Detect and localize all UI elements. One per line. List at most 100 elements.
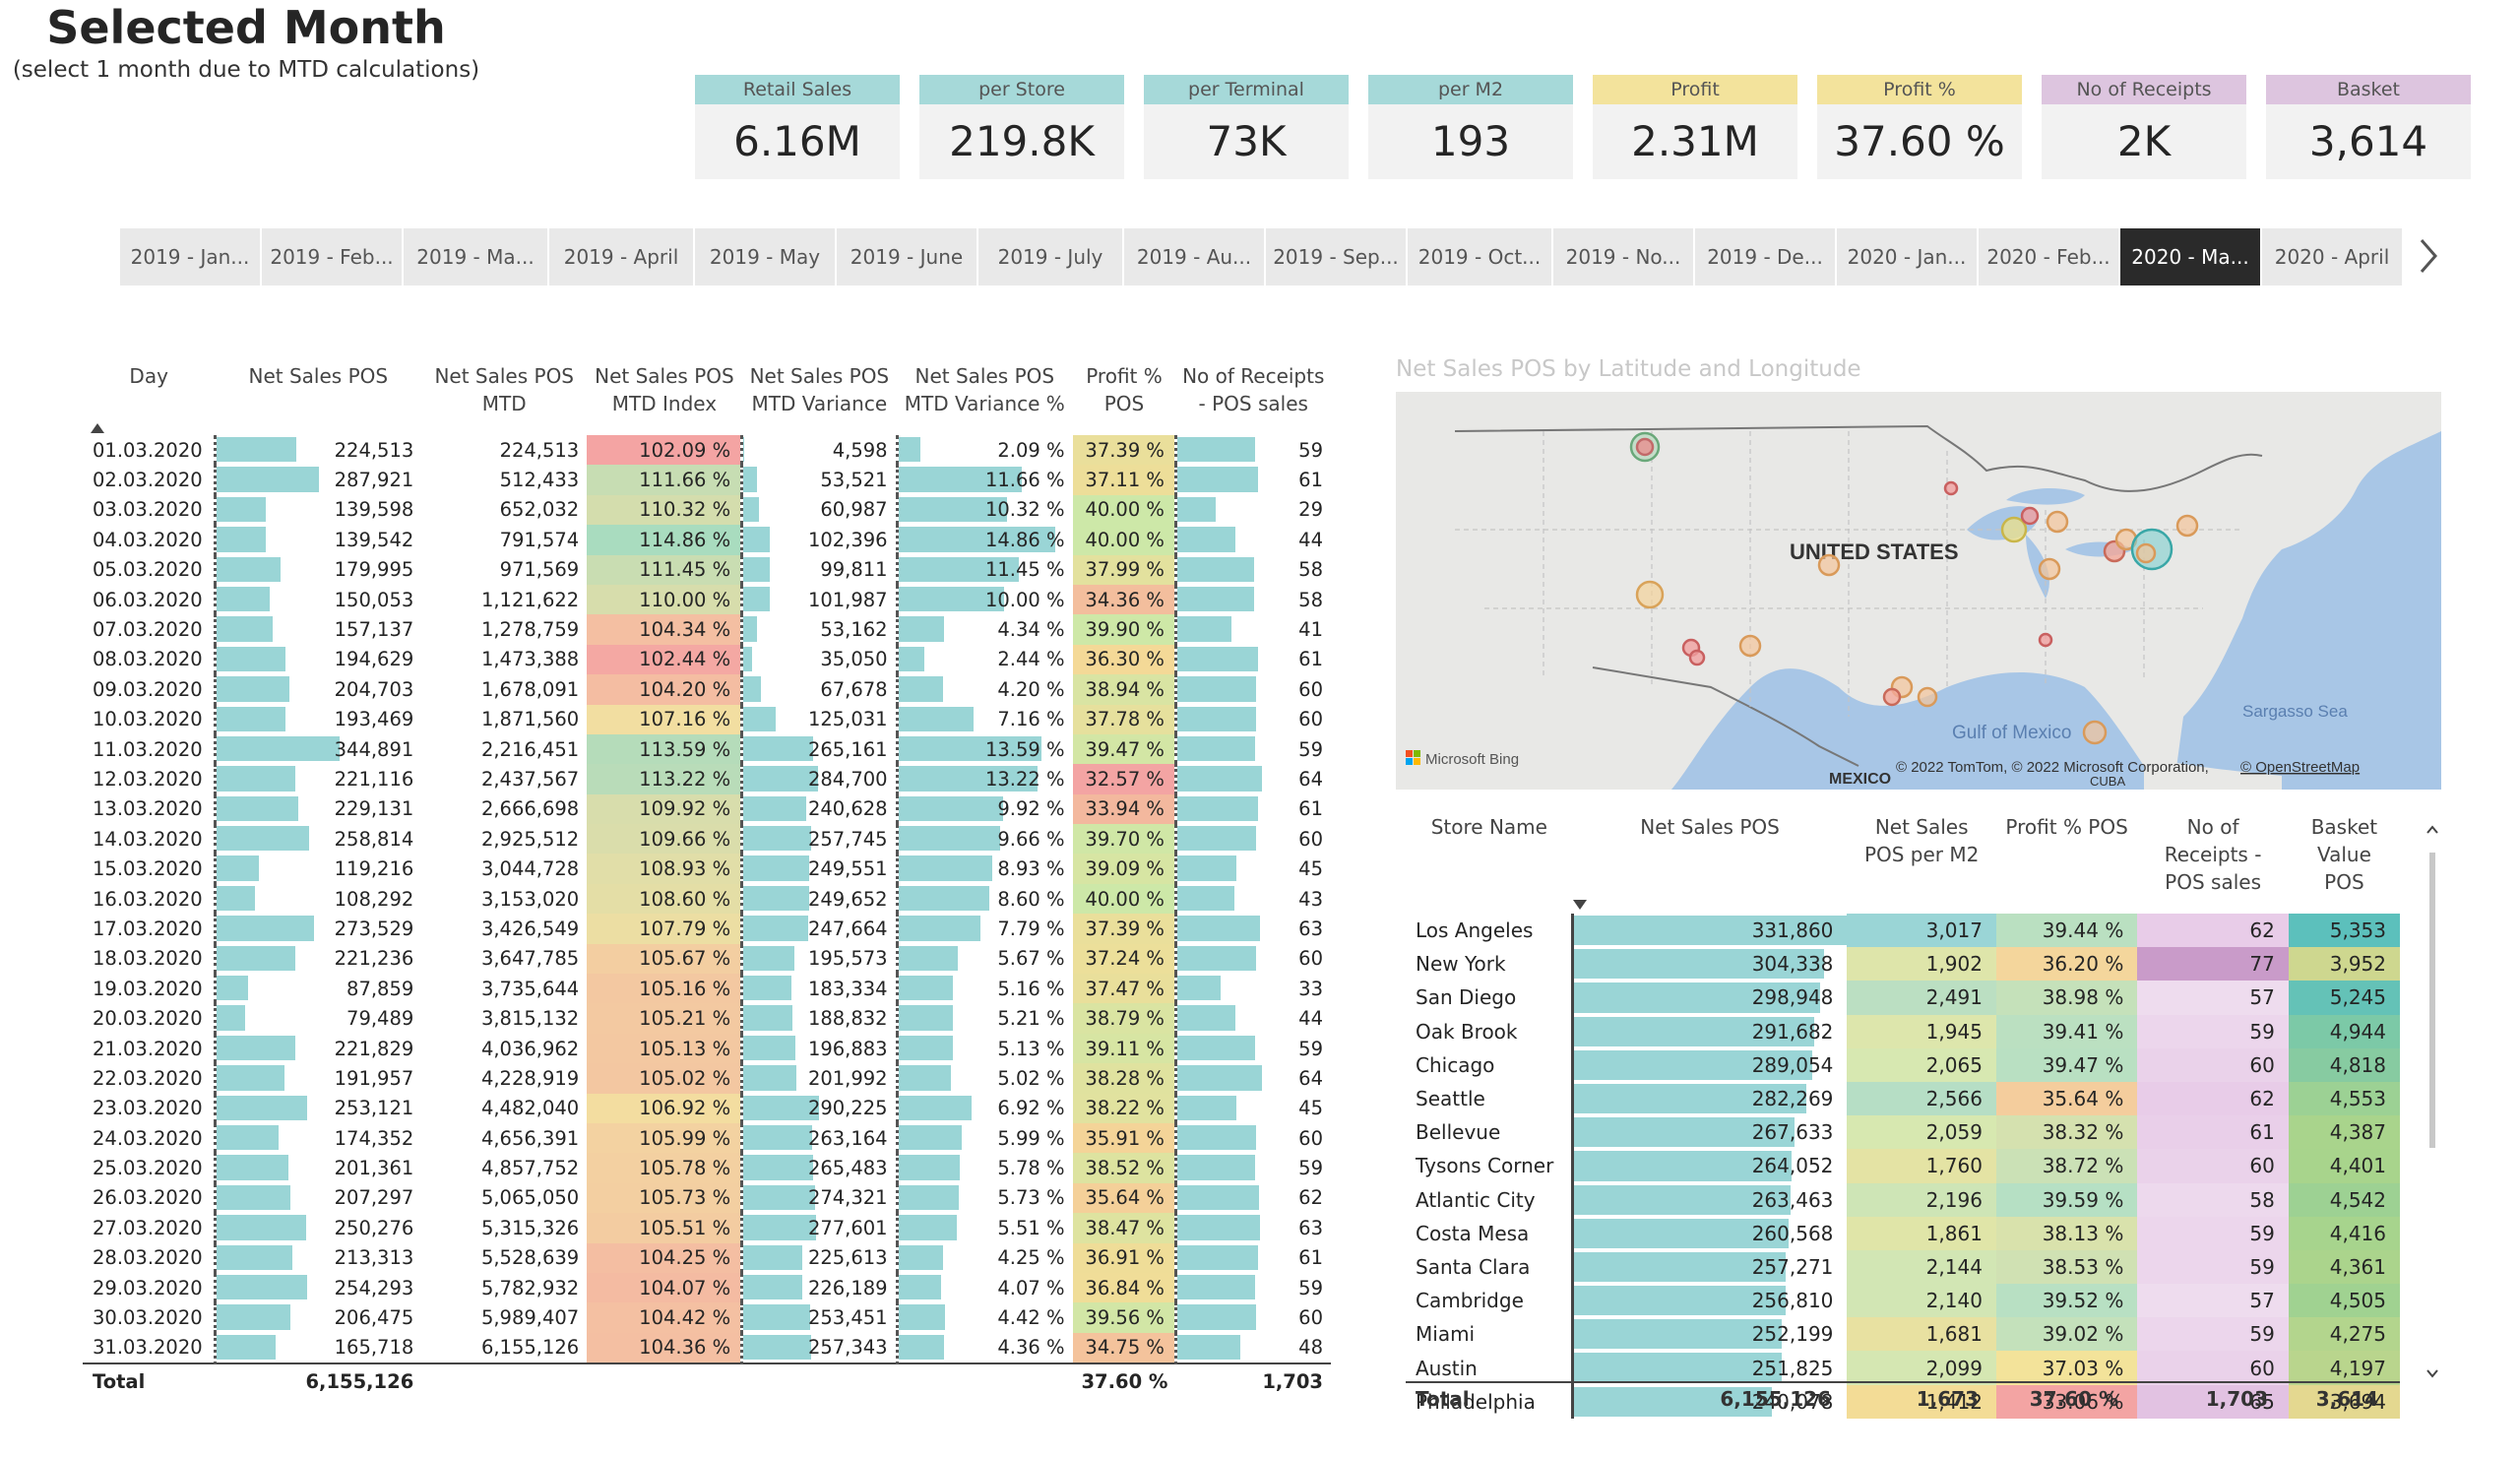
month-slicer-item[interactable]: 2019 - Feb...	[262, 228, 402, 285]
month-slicer-item[interactable]: 2019 - June	[837, 228, 976, 285]
month-slicer-item[interactable]: 2019 - Sep...	[1266, 228, 1406, 285]
table-row[interactable]: 26.03.2020 207,297 5,065,050 105.73 % 274,32…	[83, 1182, 1331, 1214]
table-row[interactable]: Atlantic City 263,463 2,196 39.59 % 58 4,542	[1406, 1182, 2400, 1217]
table-row[interactable]: 17.03.2020 273,529 3,426,549 107.79 % 247,66…	[83, 914, 1331, 944]
table-row[interactable]: 16.03.2020 108,292 3,153,020 108.60 % 249,65…	[83, 883, 1331, 915]
table-row[interactable]: 08.03.2020 194,629 1,473,388 102.44 % 35,050…	[83, 644, 1331, 675]
month-slicer-item[interactable]: 2019 - July	[978, 228, 1122, 285]
column-header[interactable]: Net Sales POS MTD Variance %	[904, 364, 1065, 415]
table-row[interactable]: 13.03.2020 229,131 2,666,698 109.92 % 240,62…	[83, 793, 1331, 825]
column-header[interactable]: Net Sales POS MTD	[434, 364, 575, 415]
month-slicer-item[interactable]: 2019 - No...	[1553, 228, 1693, 285]
table-row[interactable]: Philadelphia 240,078 1,412 33.06 % 65 3,694	[1406, 1384, 2400, 1419]
month-slicer-item[interactable]: 2019 - Au...	[1124, 228, 1264, 285]
table-row[interactable]: 18.03.2020 221,236 3,647,785 105.67 % 195,57…	[83, 943, 1331, 975]
map-marker[interactable]	[2135, 542, 2157, 564]
table-row[interactable]: Cambridge 256,810 2,140 39.52 % 57 4,505	[1406, 1284, 2400, 1318]
month-slicer-item[interactable]: 2019 - May	[695, 228, 835, 285]
table-row[interactable]: 14.03.2020 258,814 2,925,512 109.66 % 257,74…	[83, 824, 1331, 855]
column-header[interactable]: No of Receipts - POS sales	[2164, 815, 2262, 894]
table-row[interactable]: Miami 252,199 1,681 39.02 % 59 4,275	[1406, 1317, 2400, 1352]
table-row[interactable]: San Diego 298,948 2,491 38.98 % 57 5,245	[1406, 981, 2400, 1015]
table-row[interactable]: 25.03.2020 201,361 4,857,752 105.78 % 265,48…	[83, 1153, 1331, 1183]
month-slicer-item[interactable]: 2019 - April	[549, 228, 693, 285]
column-header[interactable]: Net Sales POS per M2	[1863, 815, 1980, 866]
table-row[interactable]: 04.03.2020 139,542 791,574 114.86 % 102,396 1…	[83, 525, 1331, 555]
map-attribution-link[interactable]: © OpenStreetMap	[2240, 759, 2360, 776]
column-header[interactable]: No of Receipts - POS sales	[1182, 364, 1325, 415]
column-header[interactable]: Store Name	[1430, 815, 1547, 839]
table-row[interactable]: Tysons Corner 264,052 1,760 38.72 % 60 4,401	[1406, 1149, 2400, 1183]
month-slicer-item[interactable]: 2019 - De...	[1695, 228, 1835, 285]
column-header[interactable]: Net Sales POS MTD Variance	[749, 364, 890, 415]
column-header[interactable]: Profit % POS	[1086, 364, 1163, 415]
table-row[interactable]: 23.03.2020 253,121 4,482,040 106.92 % 290,22…	[83, 1093, 1331, 1123]
column-header[interactable]: Day	[129, 364, 168, 388]
table-row[interactable]: 29.03.2020 254,293 5,782,932 104.07 % 226,18…	[83, 1272, 1331, 1303]
store-table-scrollbar[interactable]	[2426, 823, 2439, 1382]
table-row[interactable]: 11.03.2020 344,891 2,216,451 113.59 % 265,16…	[83, 733, 1331, 765]
table-row[interactable]: 01.03.2020 224,513 224,513 102.09 % 4,598 2.0…	[83, 435, 1331, 466]
column-header[interactable]: Net Sales POS MTD Index	[595, 364, 734, 415]
table-row[interactable]: 12.03.2020 221,116 2,437,567 113.22 % 284,70…	[83, 764, 1331, 794]
map-marker[interactable]	[1917, 686, 1938, 708]
map-marker[interactable]	[2175, 514, 2199, 538]
column-header[interactable]: Basket Value POS	[2310, 815, 2378, 894]
map-marker[interactable]	[1738, 634, 1762, 658]
month-slicer-item[interactable]: 2020 - April	[2262, 228, 2402, 285]
table-row[interactable]: Oak Brook 291,682 1,945 39.41 % 59 4,944	[1406, 1014, 2400, 1048]
table-row[interactable]: 10.03.2020 193,469 1,871,560 107.16 % 125,03…	[83, 704, 1331, 734]
map-marker[interactable]	[1688, 649, 1706, 666]
table-row[interactable]: Seattle 282,269 2,566 35.64 % 62 4,553	[1406, 1081, 2400, 1116]
table-row[interactable]: 31.03.2020 165,718 6,155,126 104.36 % 257,34…	[83, 1332, 1331, 1364]
column-header[interactable]: Profit % POS	[2005, 815, 2128, 839]
table-row[interactable]: Austin 251,825 2,099 37.03 % 60 4,197	[1406, 1351, 2400, 1385]
map-marker[interactable]	[2020, 506, 2040, 526]
table-row[interactable]: 09.03.2020 204,703 1,678,091 104.20 % 67,678…	[83, 674, 1331, 705]
map-marker[interactable]	[1635, 437, 1655, 457]
map-marker[interactable]	[2038, 632, 2053, 648]
map-marker[interactable]	[2038, 557, 2061, 581]
table-row[interactable]: 15.03.2020 119,216 3,044,728 108.93 % 249,55…	[83, 854, 1331, 884]
table-row[interactable]: 02.03.2020 287,921 512,433 111.66 % 53,521 11…	[83, 465, 1331, 495]
map-marker[interactable]	[1817, 553, 1841, 577]
table-row[interactable]: 30.03.2020 206,475 5,989,407 104.42 % 253,45…	[83, 1302, 1331, 1333]
month-slicer-item[interactable]: 2019 - Ma...	[404, 228, 547, 285]
map-marker[interactable]	[2046, 510, 2069, 534]
month-slicer-item[interactable]: 2019 - Oct...	[1408, 228, 1551, 285]
table-row[interactable]: 03.03.2020 139,598 652,032 110.32 % 60,987 10…	[83, 494, 1331, 526]
sort-descending-icon[interactable]	[1573, 900, 1587, 910]
month-slicer-item[interactable]: 2020 - Feb...	[1979, 228, 2118, 285]
month-slicer-item[interactable]: 2020 - Jan...	[1837, 228, 1977, 285]
table-row[interactable]: 27.03.2020 250,276 5,315,326 105.51 % 277,60…	[83, 1213, 1331, 1243]
map-marker[interactable]	[1943, 480, 1959, 496]
table-row[interactable]: 22.03.2020 191,957 4,228,919 105.02 % 201,99…	[83, 1063, 1331, 1094]
table-row[interactable]: 28.03.2020 213,313 5,528,639 104.25 % 225,61…	[83, 1242, 1331, 1273]
table-row[interactable]: Los Angeles 331,860 3,017 39.44 % 62 5,353	[1406, 914, 2400, 948]
table-row[interactable]: 05.03.2020 179,995 971,569 111.45 % 99,811 11…	[83, 554, 1331, 585]
map-marker[interactable]	[2082, 720, 2108, 745]
table-row[interactable]: Chicago 289,054 2,065 39.47 % 60 4,818	[1406, 1047, 2400, 1082]
chevron-right-icon[interactable]	[2414, 234, 2443, 278]
sales-map[interactable]: UNITED STATES Gulf of Mexico Sargasso Se…	[1396, 392, 2441, 790]
table-row[interactable]: 20.03.2020 79,489 3,815,132 105.21 % 188,832…	[83, 1003, 1331, 1034]
month-slicer-item[interactable]: 2020 - Ma...	[2120, 228, 2260, 285]
column-header[interactable]: Net Sales POS	[248, 364, 389, 388]
map-marker[interactable]	[1882, 687, 1902, 707]
table-row[interactable]: 19.03.2020 87,859 3,735,644 105.16 % 183,334…	[83, 974, 1331, 1004]
map-marker[interactable]	[2000, 516, 2028, 543]
data-bar	[900, 527, 1055, 552]
table-row[interactable]: 21.03.2020 221,829 4,036,962 105.13 % 196,88…	[83, 1033, 1331, 1064]
sort-ascending-icon[interactable]	[91, 423, 104, 433]
month-slicer-item[interactable]: 2019 - Jan...	[120, 228, 260, 285]
table-row[interactable]: New York 304,338 1,902 36.20 % 77 3,952	[1406, 947, 2400, 982]
table-row[interactable]: 06.03.2020 150,053 1,121,622 110.00 % 101,98…	[83, 584, 1331, 615]
table-row[interactable]: Santa Clara 257,271 2,144 38.53 % 59 4,361	[1406, 1249, 2400, 1285]
table-row[interactable]: Bellevue 267,633 2,059 38.32 % 61 4,387	[1406, 1115, 2400, 1150]
map-marker[interactable]	[1635, 580, 1665, 609]
table-cell: 109.92 %	[587, 793, 742, 825]
table-row[interactable]: Costa Mesa 260,568 1,861 38.13 % 59 4,416	[1406, 1216, 2400, 1250]
table-row[interactable]: 24.03.2020 174,352 4,656,391 105.99 % 263,16…	[83, 1122, 1331, 1154]
table-row[interactable]: 07.03.2020 157,137 1,278,759 104.34 % 53,162…	[83, 614, 1331, 645]
column-header[interactable]: Net Sales POS	[1640, 815, 1780, 839]
